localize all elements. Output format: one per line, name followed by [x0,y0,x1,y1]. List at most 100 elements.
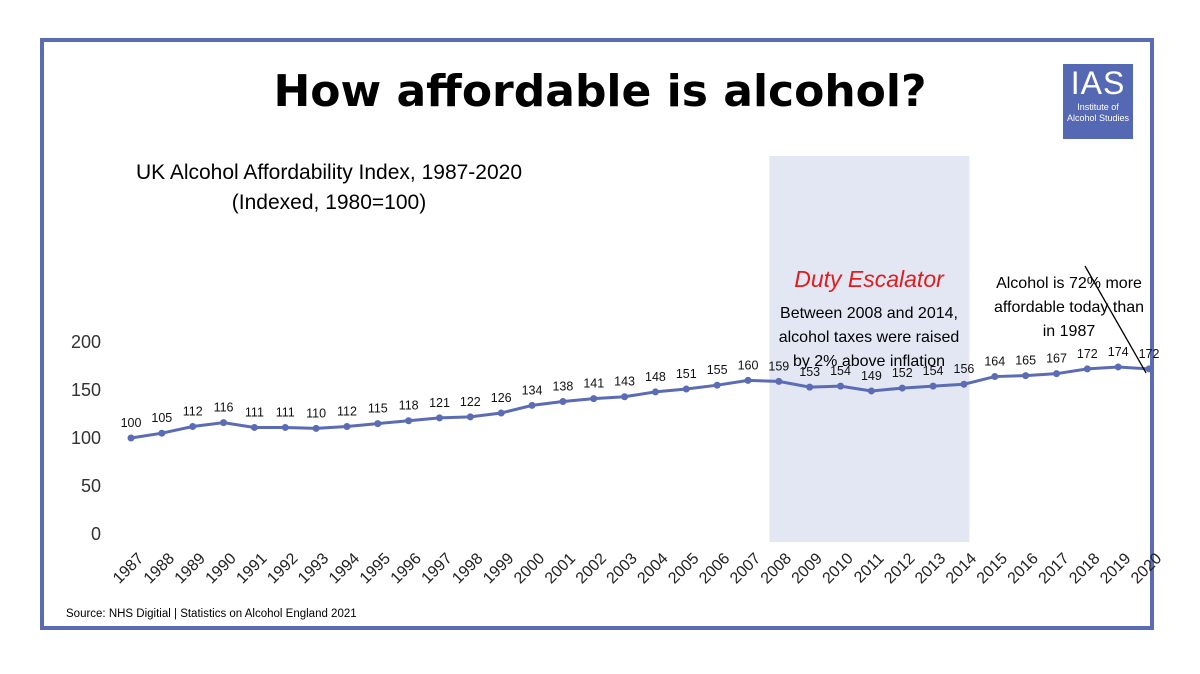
x-tick-label: 2016 [1005,550,1042,587]
x-tick-label: 2020 [1128,550,1165,587]
data-point [837,382,845,390]
x-tick-label: 1999 [480,550,517,587]
x-tick-label: 1996 [388,550,425,587]
data-point [744,376,752,384]
data-point [775,377,783,385]
data-point [1145,365,1153,373]
data-point [466,413,474,421]
data-label: 111 [276,405,295,419]
data-point [220,419,228,427]
data-label: 138 [552,380,573,394]
data-point [929,382,937,390]
data-point [559,398,567,406]
data-label: 134 [522,383,543,397]
data-label: 154 [830,364,851,378]
data-label: 111 [245,405,264,419]
data-label: 167 [1046,352,1067,366]
x-tick-label: 2004 [634,550,671,587]
data-label: 122 [460,395,481,409]
data-point [960,380,968,388]
data-point [497,409,505,417]
data-label: 126 [491,391,512,405]
note-leader-line [1084,265,1147,374]
x-tick-label: 2015 [974,550,1011,587]
data-label: 115 [368,402,388,416]
x-tick-label: 1989 [172,550,209,587]
duty-escalator-text: Between 2008 and 2014, alcohol taxes wer… [778,305,960,370]
x-tick-label: 1998 [449,550,486,587]
data-label: 141 [583,377,604,391]
page-title: How affordable is alcohol? [273,66,927,117]
x-tick-label: 2019 [1097,550,1134,587]
x-tick-label: 2013 [912,550,949,587]
data-point [1022,372,1030,380]
x-tick-label: 2002 [573,550,610,587]
data-point [189,422,197,430]
data-label: 105 [151,411,172,425]
data-point [806,383,814,391]
x-tick-label: 2008 [758,550,795,587]
x-tick-label: 1995 [357,550,394,587]
x-tick-label: 1993 [295,550,332,587]
logo-initials: IAS [1070,65,1126,101]
data-label: 174 [1108,345,1129,359]
data-label: 143 [614,375,635,389]
data-label: 164 [984,355,1005,369]
x-tick-label: 1987 [110,550,147,587]
data-point [281,423,289,431]
data-label: 112 [183,404,203,418]
logo-line-1: Institute of [1077,102,1119,112]
data-point [374,420,382,428]
data-label: 159 [768,359,789,373]
data-label: 172 [1077,347,1098,361]
x-tick-label: 2012 [881,550,918,587]
x-tick-label: 1988 [141,550,178,587]
affordability-note: Alcohol is 72% more affordable today tha… [993,275,1145,340]
y-tick-label: 0 [91,524,101,544]
data-point [651,388,659,396]
chart-title: UK Alcohol Affordability Index, 1987-202… [135,161,523,214]
data-label: 112 [337,404,357,418]
data-label: 148 [645,370,666,384]
data-label: 149 [861,369,882,383]
data-label: 151 [676,367,697,381]
data-point [436,414,443,422]
x-tick-label: 2000 [511,550,548,587]
data-point [867,387,875,395]
data-label: 153 [799,365,820,379]
data-point [1083,365,1091,373]
data-label: 154 [923,364,944,378]
x-tick-label: 2014 [943,550,980,587]
y-tick-label: 50 [81,476,101,496]
data-point [158,429,166,437]
data-point [713,381,721,389]
data-label: 100 [121,416,142,430]
y-tick-label: 100 [71,428,101,448]
series-line [130,365,1150,440]
data-point [312,424,320,432]
data-label: 156 [954,362,975,376]
data-point [1114,363,1122,371]
data-point [991,373,999,381]
duty-escalator-band [769,156,970,542]
data-point [127,434,135,442]
x-tick-label: 2017 [1035,550,1072,587]
x-tick-label: 1990 [203,550,240,587]
x-tick-label: 2006 [696,550,733,587]
y-tick-label: 200 [71,332,101,352]
data-label: 155 [707,363,728,377]
data-point [250,423,258,431]
data-label: 116 [214,401,234,415]
y-tick-label: 150 [71,380,101,400]
x-tick-label: 2003 [604,550,641,587]
data-label: 160 [738,358,759,372]
data-point [682,385,690,393]
x-tick-label: 2009 [789,550,826,587]
x-tick-label: 2011 [851,550,887,586]
data-point [343,422,351,430]
data-label: 118 [399,399,419,413]
ias-logo: IAS Institute of Alcohol Studies [1063,64,1133,139]
x-tick-label: 2010 [820,550,857,587]
data-label: 110 [306,406,326,420]
